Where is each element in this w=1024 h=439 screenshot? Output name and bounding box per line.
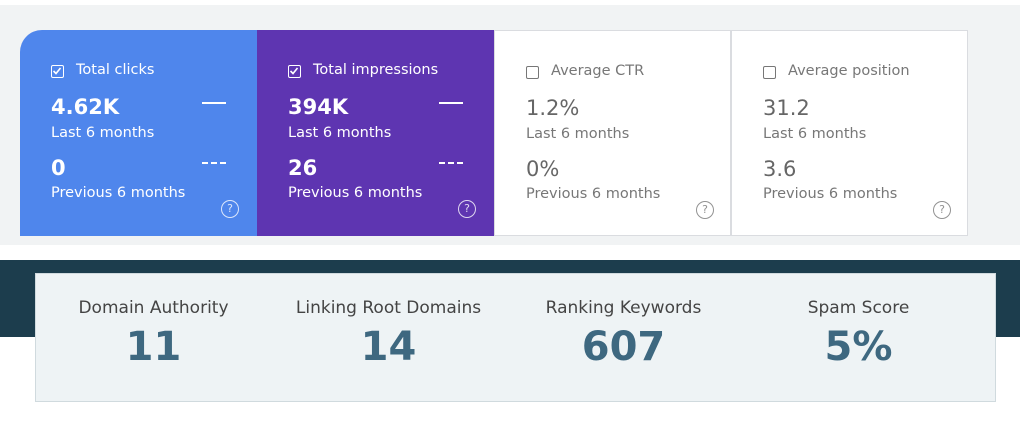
help-icon[interactable]: ? xyxy=(221,200,239,218)
metric-card[interactable]: Total impressions 394K Last 6 months 26 Prev… xyxy=(257,30,494,236)
card-value: 31.2 xyxy=(763,96,810,120)
moz-metric: Domain Authority 11 xyxy=(36,274,271,401)
checkbox[interactable] xyxy=(51,65,64,78)
card-period: Last 6 months xyxy=(763,126,867,142)
card-period: Last 6 months xyxy=(526,126,630,142)
metric-label: Spam Score xyxy=(807,298,910,318)
metric-value: 14 xyxy=(360,324,417,370)
help-icon[interactable]: ? xyxy=(458,200,476,218)
metric-label: Linking Root Domains xyxy=(295,298,482,318)
metric-label: Domain Authority xyxy=(78,298,229,318)
checkbox[interactable] xyxy=(288,65,301,78)
card-period: Last 6 months xyxy=(288,125,392,141)
line-icon xyxy=(439,102,463,104)
card-label: Average position xyxy=(788,63,910,79)
checkbox[interactable] xyxy=(763,66,776,79)
card-value: 1.2% xyxy=(526,96,580,120)
metric-label: Ranking Keywords xyxy=(545,298,702,318)
card-previous-period: Previous 6 months xyxy=(763,186,898,202)
card-period: Last 6 months xyxy=(51,125,155,141)
card-label: Total clicks xyxy=(76,62,155,78)
card-previous-period: Previous 6 months xyxy=(526,186,661,202)
metric-card[interactable]: Total clicks 4.62K Last 6 months 0 Previous … xyxy=(20,30,257,236)
check-mark xyxy=(289,67,299,75)
card-previous-value: 26 xyxy=(288,156,318,180)
card-previous-period: Previous 6 months xyxy=(51,185,186,201)
card-label: Average CTR xyxy=(551,63,645,79)
checkbox[interactable] xyxy=(526,66,539,79)
card-previous-period: Previous 6 months xyxy=(288,185,423,201)
moz-metric: Spam Score 5% xyxy=(741,274,976,401)
metric-value: 5% xyxy=(824,324,893,370)
line-icon xyxy=(202,102,226,104)
dashed-line-icon xyxy=(439,162,463,164)
metric-value: 11 xyxy=(125,324,182,370)
dashed-line-icon xyxy=(202,162,226,164)
card-value: 4.62K xyxy=(51,95,120,119)
moz-metrics: Domain Authority 11 Linking Root Domains 14… xyxy=(35,273,996,402)
help-icon[interactable]: ? xyxy=(696,201,714,219)
metric-value: 607 xyxy=(581,324,666,370)
card-previous-value: 0% xyxy=(526,157,560,181)
moz-metric: Ranking Keywords 607 xyxy=(506,274,741,401)
metric-card[interactable]: Average position 31.2 Last 6 months 3.6 Prev… xyxy=(731,30,968,236)
card-previous-value: 0 xyxy=(51,156,66,180)
moz-metric: Linking Root Domains 14 xyxy=(271,274,506,401)
card-value: 394K xyxy=(288,95,349,119)
check-mark xyxy=(52,67,62,75)
card-previous-value: 3.6 xyxy=(763,157,797,181)
search-console-cards: Total clicks 4.62K Last 6 months 0 Previous … xyxy=(20,30,968,236)
card-label: Total impressions xyxy=(313,62,439,78)
metric-card[interactable]: Average CTR 1.2% Last 6 months 0% Previous 6… xyxy=(494,30,731,236)
help-icon[interactable]: ? xyxy=(933,201,951,219)
